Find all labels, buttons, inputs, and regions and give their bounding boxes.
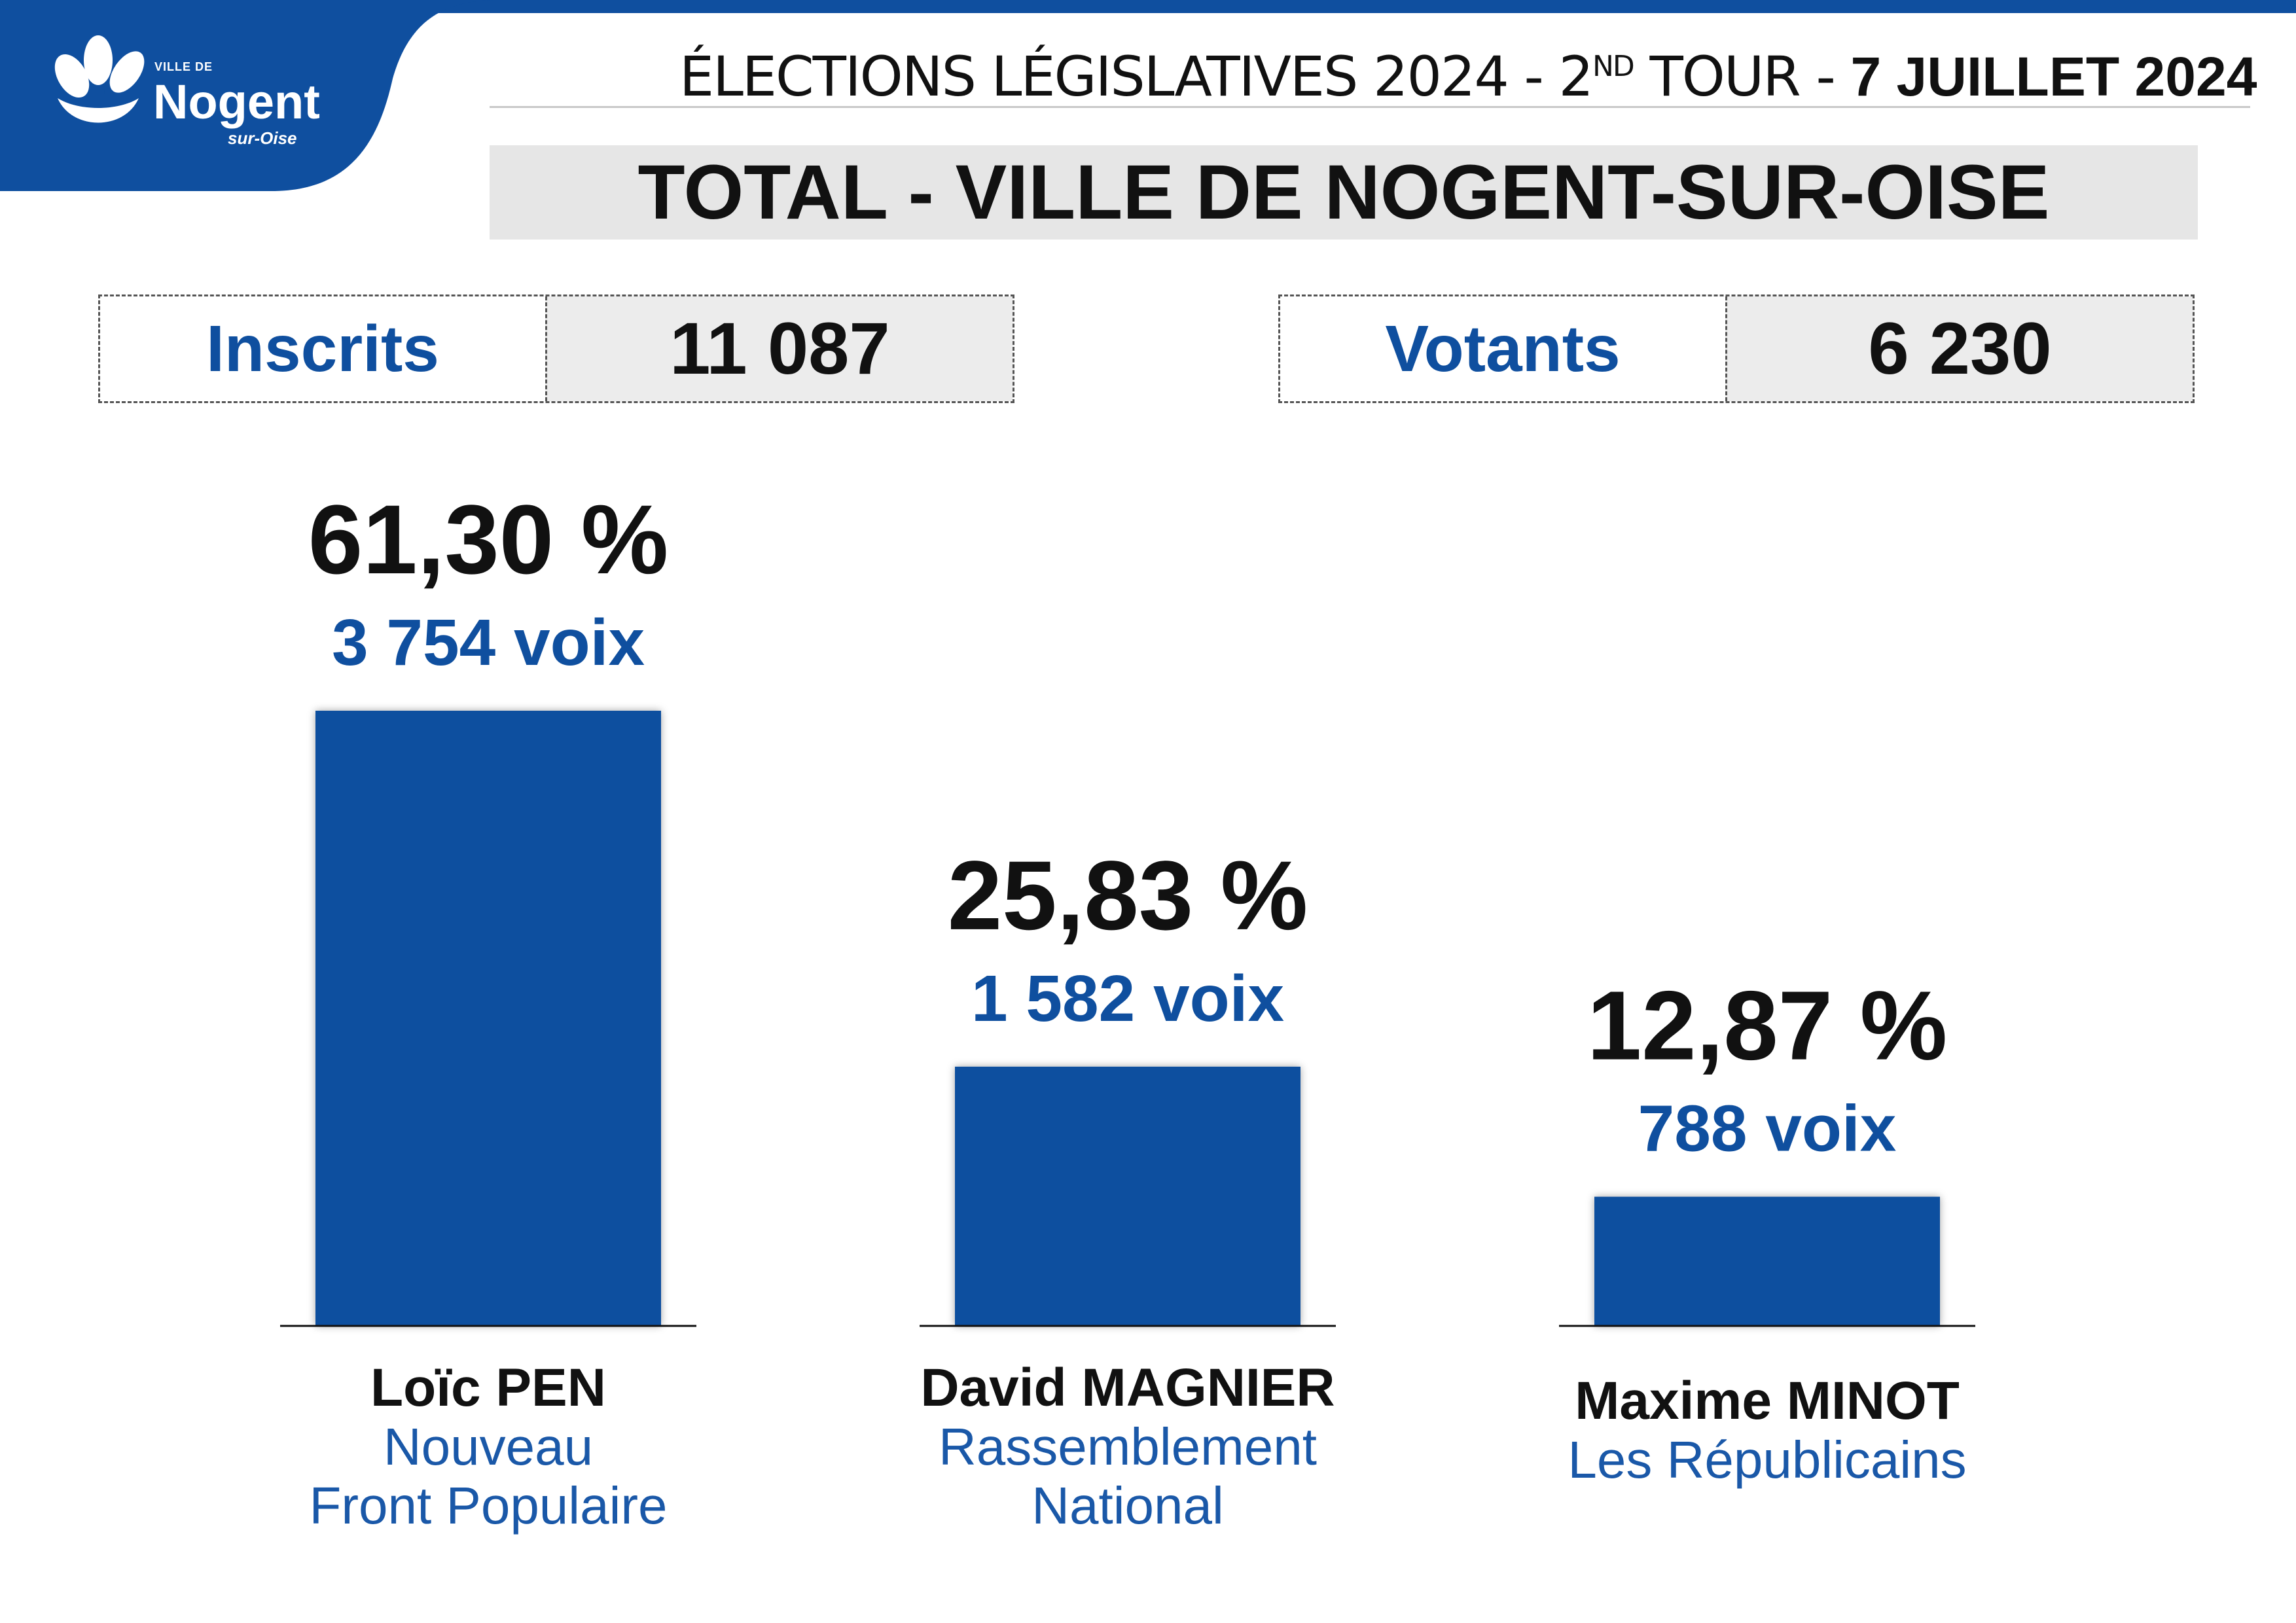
bar <box>315 711 661 1326</box>
percent-label: 12,87 % <box>1587 971 1947 1080</box>
election-date: 7 JUILLET 2024 <box>1850 46 2257 107</box>
party-label: Front Populaire <box>310 1476 668 1535</box>
votes-label: 1 582 voix <box>971 962 1284 1035</box>
inscrits-box: Inscrits 11 087 <box>98 294 1014 403</box>
percent-label: 25,83 % <box>948 840 1308 950</box>
party-label: Les Républicains <box>1568 1431 1966 1489</box>
percent-label: 61,30 % <box>308 484 668 594</box>
logo-small-text: VILLE DE <box>154 60 213 73</box>
inscrits-value: 11 087 <box>545 296 1013 401</box>
party-label: Rassemblement <box>939 1418 1317 1476</box>
top-strip <box>0 0 2296 13</box>
logo-flower-icon <box>54 35 145 123</box>
election-title-sup: ND <box>1592 50 1635 83</box>
party-label: Nouveau <box>384 1418 593 1476</box>
candidate-name: Maxime MINOT <box>1575 1371 1960 1431</box>
votes-label: 788 voix <box>1638 1092 1897 1166</box>
votes-label: 3 754 voix <box>332 606 645 679</box>
votants-box: Votants 6 230 <box>1278 294 2195 403</box>
candidate-name: Loïc PEN <box>370 1358 606 1418</box>
logo-background <box>0 0 497 191</box>
party-label: National <box>1031 1476 1224 1535</box>
total-banner: TOTAL - VILLE DE NOGENT-SUR-OISE <box>490 145 2198 240</box>
inscrits-label: Inscrits <box>206 312 439 385</box>
header-divider <box>490 106 2250 108</box>
logo: VILLE DE Nogent sur-Oise <box>0 0 497 196</box>
election-title-mid: TOUR - <box>1633 45 1851 109</box>
bar <box>955 1066 1300 1326</box>
candidate-name: David MAGNIER <box>920 1358 1335 1418</box>
election-title: ÉLECTIONS LÉGISLATIVES 2024 - 2ND TOUR -… <box>679 34 2257 109</box>
votants-label: Votants <box>1385 312 1621 385</box>
votants-value: 6 230 <box>1725 296 2193 401</box>
logo-sub: sur-Oise <box>228 128 297 148</box>
logo-name: Nogent <box>153 75 320 129</box>
bar <box>1594 1196 1940 1326</box>
election-title-main: ÉLECTIONS LÉGISLATIVES 2024 - 2 <box>679 45 1594 109</box>
